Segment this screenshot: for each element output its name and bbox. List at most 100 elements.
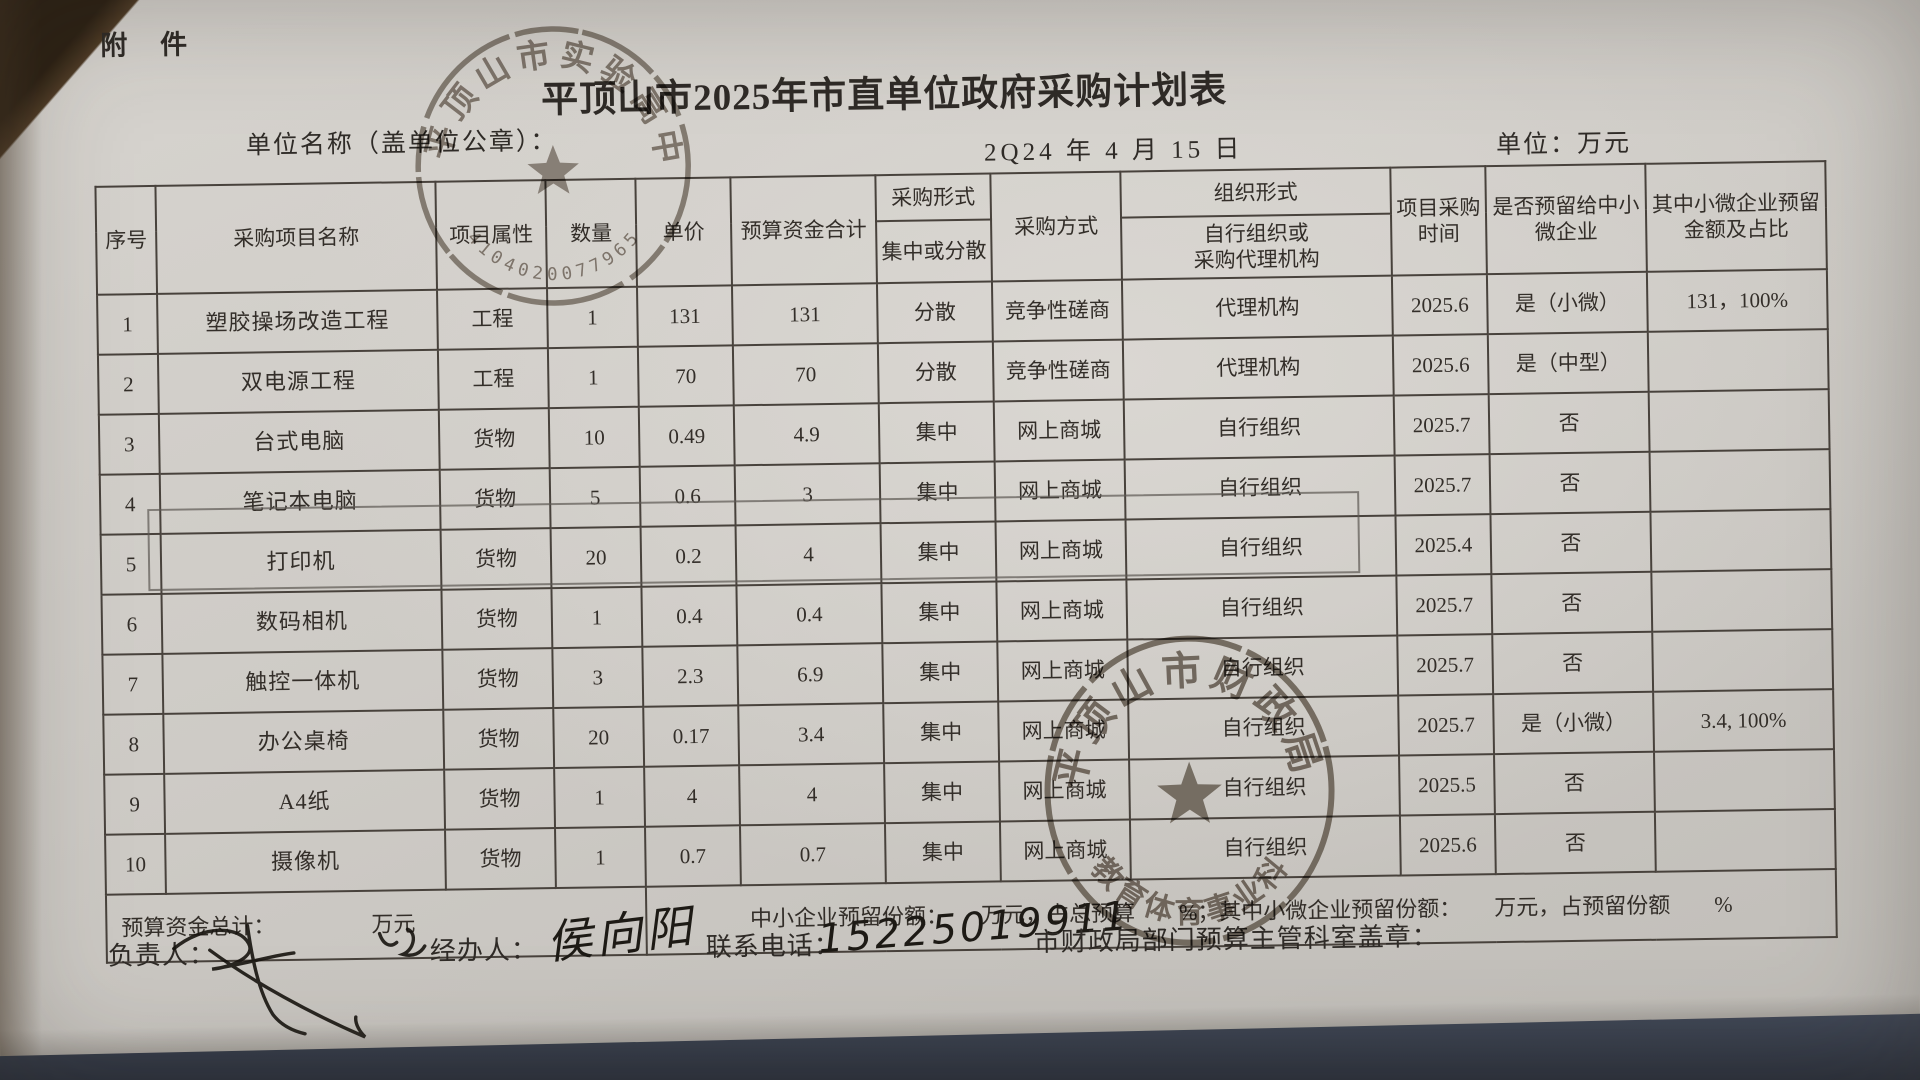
cell-qty: 20 xyxy=(553,706,645,769)
cell-price: 2.3 xyxy=(642,645,739,707)
cell-price: 0.2 xyxy=(640,525,737,587)
cell-time: 2025.7 xyxy=(1394,454,1491,516)
cell-form: 集中 xyxy=(881,581,998,644)
cell-reserve_amount xyxy=(1651,569,1833,632)
cell-time: 2025.5 xyxy=(1399,754,1495,816)
cell-no: 7 xyxy=(102,653,164,715)
star-icon xyxy=(1157,761,1222,824)
cell-name: 办公桌椅 xyxy=(163,709,445,774)
cell-time: 2025.6 xyxy=(1392,334,1489,396)
finance-bureau-seal-stamp: 平顶山市财政局 教育体育事业科 xyxy=(1044,635,1335,946)
cell-name: A4纸 xyxy=(164,769,446,834)
cell-time: 2025.7 xyxy=(1397,634,1494,696)
cell-budget: 4.9 xyxy=(733,403,880,466)
cell-form: 集中 xyxy=(879,461,996,524)
school-seal-stamp: 平顶山市实验高中 4104020077965 xyxy=(415,26,691,306)
cell-reserve: 否 xyxy=(1494,751,1655,815)
cell-reserve: 否 xyxy=(1494,811,1656,875)
doc-date: 2Q24 年 4 月 15 日 xyxy=(983,135,1244,167)
cell-budget: 0.4 xyxy=(736,583,883,646)
cell-budget: 70 xyxy=(732,343,879,406)
cell-qty: 1 xyxy=(555,826,646,889)
cell-reserve_amount xyxy=(1652,629,1834,692)
procurement-table: 序号 采购项目名称 项目属性 数量 单价 预算资金合计 采购形式 采购方式 组织… xyxy=(94,160,1837,964)
cell-attr: 货物 xyxy=(445,828,556,890)
cell-form: 集中 xyxy=(884,761,1000,824)
cell-org: 代理机构 xyxy=(1122,335,1394,400)
cell-reserve: 否 xyxy=(1490,511,1652,575)
cell-reserve: 否 xyxy=(1492,631,1654,695)
cell-time: 2025.6 xyxy=(1399,814,1496,876)
cell-qty: 5 xyxy=(549,466,641,529)
seal-ring xyxy=(415,26,691,306)
cell-reserve: 否 xyxy=(1488,391,1650,455)
header-budget: 预算资金合计 xyxy=(730,175,877,286)
cell-name: 台式电脑 xyxy=(158,409,440,474)
header-no: 序号 xyxy=(95,185,158,295)
cell-time: 2025.7 xyxy=(1396,574,1493,636)
header-form-group: 采购形式 xyxy=(875,173,992,222)
cell-price: 0.17 xyxy=(643,705,740,767)
cell-no: 5 xyxy=(100,533,162,595)
cell-reserve: 否 xyxy=(1489,451,1651,515)
cell-name: 塑胶操场改造工程 xyxy=(157,289,438,354)
seal-serial-number: 4104020077965 xyxy=(463,226,647,287)
cell-reserve_amount: 131，100% xyxy=(1646,269,1828,332)
cell-attr: 货物 xyxy=(440,528,552,590)
header-name: 采购项目名称 xyxy=(155,181,438,294)
cell-reserve_amount xyxy=(1650,509,1832,572)
table-body: 1 塑胶操场改造工程 工程 1 131 131 分散 竞争性磋商 代理机构 2025.6 是（小微）… xyxy=(97,269,1836,895)
cell-org: 代理机构 xyxy=(1121,275,1393,340)
cell-attr: 货物 xyxy=(442,648,554,710)
cell-price: 0.6 xyxy=(639,465,736,527)
cell-method: 竞争性磋商 xyxy=(991,279,1123,342)
cell-method: 网上商城 xyxy=(993,399,1125,462)
cell-qty: 10 xyxy=(548,406,640,469)
header-form-sub: 集中或分散 xyxy=(876,219,992,284)
cell-reserve: 是（中型） xyxy=(1487,331,1649,395)
header-time: 项目采购时间 xyxy=(1390,166,1487,276)
star-icon xyxy=(527,145,579,195)
seal-ring xyxy=(1044,635,1335,946)
cell-reserve: 是（小微） xyxy=(1493,691,1655,755)
cell-no: 3 xyxy=(98,413,160,475)
cell-no: 6 xyxy=(101,593,163,655)
cell-budget: 4 xyxy=(739,763,885,826)
cell-reserve_amount xyxy=(1647,329,1829,392)
cell-time: 2025.4 xyxy=(1395,514,1492,576)
header-org-group: 组织形式 xyxy=(1120,167,1391,218)
cell-qty: 20 xyxy=(550,526,642,589)
cell-reserve_amount xyxy=(1654,749,1835,812)
cell-price: 0.7 xyxy=(645,825,741,887)
header-reserve-amount: 其中小微企业预留金额及占比 xyxy=(1645,161,1827,272)
cell-budget: 6.9 xyxy=(737,643,884,706)
cell-reserve_amount: 3.4, 100% xyxy=(1653,689,1834,752)
cell-qty: 1 xyxy=(547,346,639,409)
cell-form: 集中 xyxy=(883,701,1000,764)
header-method: 采购方式 xyxy=(990,171,1122,282)
cell-form: 分散 xyxy=(876,281,993,344)
cell-no: 2 xyxy=(97,353,159,415)
cell-price: 0.49 xyxy=(638,405,735,467)
cell-budget: 3.4 xyxy=(738,703,885,766)
cell-org: 自行组织 xyxy=(1125,515,1397,580)
table-corner-background xyxy=(0,0,140,160)
cell-attr: 货物 xyxy=(438,408,550,470)
cell-time: 2025.7 xyxy=(1393,394,1490,456)
cell-qty: 1 xyxy=(554,766,646,829)
cell-method: 网上商城 xyxy=(995,519,1127,582)
cell-method: 网上商城 xyxy=(994,459,1126,522)
cell-reserve: 是（小微） xyxy=(1486,271,1648,335)
cell-method: 竞争性磋商 xyxy=(992,339,1124,402)
cell-name: 数码相机 xyxy=(161,589,443,654)
responsible-signature-scribble xyxy=(172,923,427,1039)
cell-name: 摄像机 xyxy=(165,829,446,894)
cell-no: 8 xyxy=(103,713,165,775)
doc-unit-label: 单位：万元 xyxy=(1495,130,1632,160)
cell-attr: 工程 xyxy=(437,348,549,410)
cell-attr: 货物 xyxy=(441,588,553,650)
left-edge-shadow xyxy=(0,0,42,1080)
cell-no: 10 xyxy=(105,833,166,895)
cell-qty: 1 xyxy=(551,586,643,649)
